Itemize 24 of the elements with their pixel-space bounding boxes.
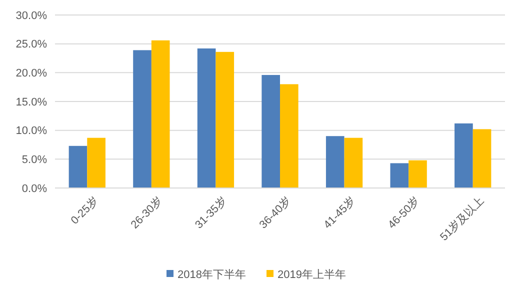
bar <box>390 163 409 188</box>
bar <box>262 74 280 188</box>
bar <box>280 84 298 188</box>
bar <box>151 40 170 188</box>
bar <box>216 52 234 188</box>
y-tick-label: 25.0% <box>16 38 48 51</box>
y-tick-label: 15.0% <box>16 96 48 108</box>
bar <box>454 123 473 188</box>
y-tick-label: 5.0% <box>22 154 48 166</box>
y-tick-label: 20.0% <box>16 68 48 80</box>
bar <box>197 48 216 188</box>
y-tick-label: 30.0% <box>16 10 48 22</box>
x-tick-label: 51岁及以上 <box>437 194 486 244</box>
legend-label: 2018年下半年 <box>178 268 246 281</box>
legend-label: 2019年上半年 <box>278 268 346 281</box>
bar <box>133 50 152 188</box>
y-tick-label: 10.0% <box>16 125 48 138</box>
bar <box>344 138 363 188</box>
bar <box>326 136 344 188</box>
y-tick-label: 0.0% <box>22 182 48 195</box>
bar <box>68 146 88 188</box>
bar <box>87 138 106 188</box>
bar <box>472 129 492 188</box>
bar <box>408 160 427 188</box>
